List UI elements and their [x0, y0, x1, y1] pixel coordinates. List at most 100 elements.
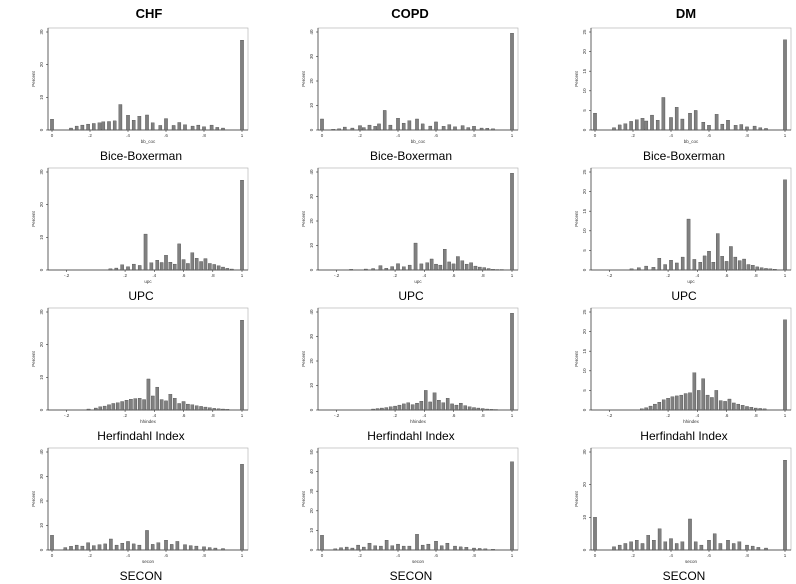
histogram-bar — [393, 405, 397, 411]
histogram-bar — [177, 243, 181, 271]
column-title-dm: DM — [675, 6, 697, 21]
row-label-copd-3: Herfindahl Index — [367, 429, 455, 443]
y-tick-label: 0 — [39, 128, 44, 131]
histogram-bar — [415, 534, 419, 551]
histogram-bar — [714, 390, 719, 411]
row-label-dm-3: Herfindahl Index — [640, 429, 728, 443]
row-label-chf-2: UPC — [128, 289, 154, 303]
x-tick-label: .2 — [88, 553, 92, 558]
y-tick-label: 30 — [39, 309, 44, 315]
histogram-bar — [750, 545, 755, 551]
histogram-bar — [420, 544, 425, 551]
histogram-bar — [225, 268, 230, 271]
histogram-bar — [202, 126, 206, 131]
x-tick-label: .8 — [481, 413, 485, 418]
x-tick-label: 1 — [511, 133, 514, 138]
histogram-bar — [80, 124, 85, 131]
plot-frame — [317, 307, 519, 411]
histogram-bar — [680, 256, 685, 271]
x-tick-label: .4 — [695, 273, 699, 278]
y-tick-label: 30 — [39, 169, 44, 175]
histogram-bar — [710, 397, 714, 411]
histogram-copd-upc: 0 10 20 30 40 Percent -.2 .2 .4 .6 .8 1 upc — [296, 164, 526, 286]
histogram-bar — [94, 407, 98, 411]
histogram-bar — [629, 268, 634, 271]
histogram-bar — [669, 117, 673, 131]
histogram-bar — [680, 541, 685, 551]
y-tick-label: 15 — [582, 208, 587, 214]
histogram-bar — [240, 180, 244, 271]
histogram-bar — [337, 128, 341, 131]
histogram-chf-herfindahl: 0 10 20 30 Percent -.2 .2 .4 .6 .8 1 hhindex — [26, 304, 256, 426]
y-tick-label: 40 — [39, 449, 44, 455]
x-tick-label: .2 — [631, 553, 635, 558]
histogram-dm-herfindahl: 0 5 10 15 20 25 Percent -.2 .2 .4 .6 .8 1 hhindex — [569, 304, 796, 426]
histogram-bar — [111, 403, 116, 411]
histogram-bar — [69, 127, 73, 131]
x-tick-label: .4 — [695, 413, 699, 418]
histogram-bar — [726, 120, 730, 131]
histogram-bar — [463, 405, 467, 411]
histogram-bar — [364, 268, 368, 271]
histogram-bar — [459, 402, 463, 411]
histogram-bar — [175, 541, 180, 551]
histogram-bar — [380, 407, 384, 411]
histogram-bar — [740, 405, 745, 411]
histogram-bar — [402, 266, 406, 271]
histogram-bar — [112, 120, 117, 131]
histogram-bar — [164, 400, 168, 411]
histogram-bar — [373, 545, 377, 551]
x-tick-label: 1 — [511, 273, 514, 278]
y-tick-label: 0 — [582, 548, 587, 551]
histogram-bar — [133, 398, 138, 411]
histogram-bar — [640, 118, 645, 131]
histogram-bar — [698, 262, 702, 271]
y-tick-label: 20 — [582, 49, 587, 55]
histogram-bar — [350, 127, 355, 131]
histogram-bar — [377, 123, 381, 131]
histogram-bar — [443, 249, 447, 271]
histogram-bar — [428, 401, 432, 411]
y-tick-label: 30 — [309, 334, 314, 340]
y-tick-label: 20 — [39, 62, 44, 68]
histogram-bar — [86, 408, 91, 411]
histogram-bar — [485, 128, 490, 131]
histogram-bar — [221, 408, 225, 411]
histogram-bar — [652, 540, 656, 551]
histogram-bar — [510, 461, 514, 551]
x-tick-label: 1 — [241, 133, 244, 138]
histogram-bar — [151, 395, 155, 411]
histogram-bar — [737, 260, 742, 271]
plot-frame — [47, 27, 249, 131]
histogram-bar — [759, 267, 764, 271]
histogram-copd-secon: 0 10 20 30 40 50 Percent 0 .2 .4 .6 .8 1 secon — [296, 444, 526, 566]
histogram-bar — [745, 544, 749, 551]
histogram-bar — [371, 408, 375, 411]
histogram-bar — [679, 394, 683, 411]
histogram-bar — [107, 404, 111, 411]
x-tick-label: .6 — [707, 133, 711, 138]
histogram-bar — [701, 122, 706, 131]
histogram-bar — [155, 386, 159, 411]
y-tick-label: 5 — [582, 109, 587, 112]
y-axis-label: Percent — [301, 210, 306, 226]
histogram-bar — [623, 123, 628, 131]
histogram-bar — [339, 547, 343, 551]
histogram-bar — [126, 266, 130, 271]
histogram-bar — [716, 233, 720, 271]
histogram-bar — [593, 517, 597, 551]
histogram-bar — [63, 547, 68, 551]
row-label-copd-4: SECON — [389, 569, 433, 583]
y-axis-label: Percent — [31, 210, 36, 226]
histogram-bar — [669, 538, 673, 551]
histogram-bar — [441, 126, 446, 131]
histogram-bar — [202, 546, 206, 551]
histogram-bar — [194, 258, 199, 271]
y-tick-label: 10 — [39, 523, 44, 529]
histogram-bar — [651, 267, 656, 271]
histogram-bar — [739, 124, 744, 131]
y-axis-label: Percent — [31, 490, 36, 506]
histogram-bar — [132, 263, 136, 271]
x-tick-label: -.2 — [64, 273, 70, 278]
y-tick-label: 10 — [39, 374, 44, 380]
